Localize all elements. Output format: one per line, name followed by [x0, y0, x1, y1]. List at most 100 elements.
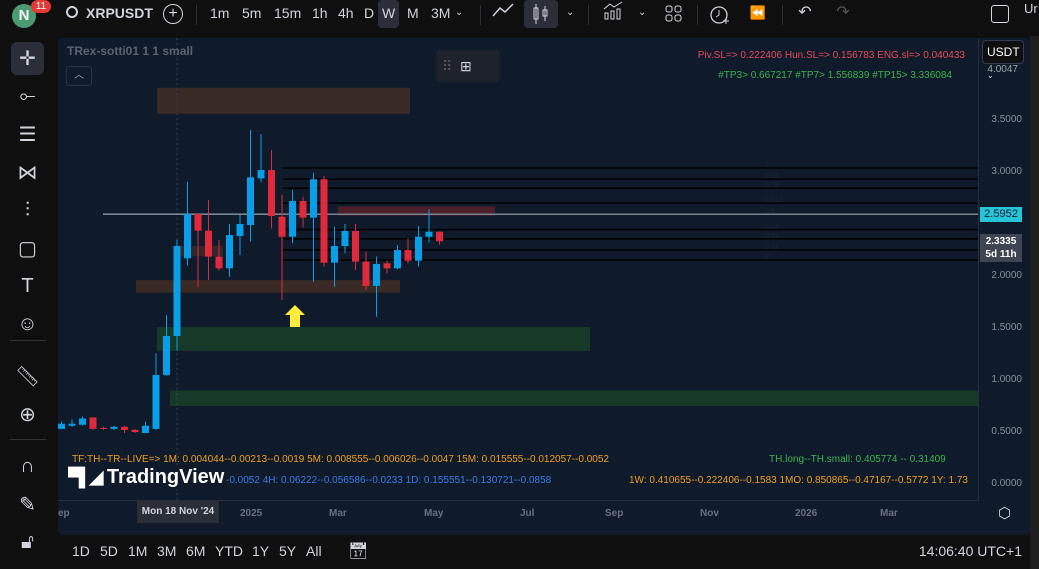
rectangle-icon[interactable]: ▢	[18, 238, 37, 260]
layout-grid-icon[interactable]	[664, 0, 684, 30]
range-5D[interactable]: 5D	[100, 543, 118, 559]
price-plot[interactable]: 1 0.88 0.78 0.618 0.5 0.33 0.23 0.11 0	[58, 38, 1030, 535]
indicator-title[interactable]: TRex-sotti01 1 1 small	[67, 44, 194, 58]
ruler-icon[interactable]: 📏︎	[14, 366, 41, 388]
magnet-icon[interactable]: ∩	[20, 455, 35, 477]
timeframe-W[interactable]: W	[378, 0, 400, 28]
price-axis[interactable]	[978, 38, 1030, 501]
candle-body[interactable]	[436, 231, 443, 242]
candle-body[interactable]	[184, 214, 191, 259]
unlock-icon[interactable]: 🔓︎	[21, 531, 34, 553]
compare-add-icon[interactable]: +	[163, 4, 183, 24]
zone-box[interactable]	[338, 206, 495, 216]
candle-body[interactable]	[415, 236, 422, 261]
time-axis[interactable]	[58, 500, 978, 525]
candle-body[interactable]	[383, 263, 391, 269]
candle-body[interactable]	[152, 375, 160, 429]
candle-body[interactable]	[205, 230, 212, 257]
timeframe-M[interactable]: M	[407, 5, 419, 21]
candle-body[interactable]	[404, 250, 412, 261]
indicators-icon[interactable]	[600, 0, 626, 30]
candle-body[interactable]	[268, 170, 275, 216]
candle-body[interactable]	[100, 427, 107, 429]
object-tree-floating-button[interactable]: ⠿ ⊞	[436, 50, 500, 82]
range-5Y[interactable]: 5Y	[279, 543, 297, 559]
clock-timezone[interactable]: 14:06:40 UTC+1	[918, 543, 1022, 559]
range-1D[interactable]: 1D	[72, 543, 90, 559]
indicators-chevron-icon[interactable]: ⌄	[638, 7, 647, 18]
timeframe-3M[interactable]: 3M	[431, 5, 451, 21]
text-icon[interactable]: T	[21, 275, 34, 297]
range-1M[interactable]: 1M	[128, 543, 148, 559]
candle-body[interactable]	[79, 418, 86, 425]
candle-body[interactable]	[257, 170, 265, 179]
candle-body[interactable]	[215, 256, 223, 269]
candle-body[interactable]	[394, 250, 401, 269]
alert-add-icon[interactable]	[708, 0, 732, 30]
candle-body[interactable]	[110, 426, 118, 429]
chart-type-chevron-icon[interactable]: ⌄	[566, 7, 575, 18]
timeframe-1m[interactable]: 1m	[210, 5, 230, 21]
candle-body[interactable]	[121, 426, 128, 430]
range-1Y[interactable]: 1Y	[252, 543, 270, 559]
zone-box[interactable]	[157, 87, 410, 114]
fib-icon[interactable]: ☰	[18, 124, 37, 146]
forecast-icon[interactable]: ⫶	[25, 199, 30, 221]
candle-body[interactable]	[131, 429, 139, 432]
candle-body[interactable]	[173, 246, 181, 337]
timeframe-1h[interactable]: 1h	[312, 5, 328, 21]
candle-body[interactable]	[226, 235, 233, 269]
timeframe-D[interactable]: D	[364, 5, 375, 21]
pattern-icon[interactable]: ⋈	[17, 162, 38, 184]
candle-body[interactable]	[341, 230, 349, 247]
timeframe-4h[interactable]: 4h	[338, 5, 354, 21]
crosshair-icon[interactable]: ✛	[11, 42, 44, 75]
range-All[interactable]: All	[306, 543, 322, 559]
zone-box[interactable]	[157, 326, 590, 351]
zone-box[interactable]	[170, 390, 978, 406]
collapse-chevron-icon[interactable]: ︿	[66, 66, 92, 86]
line-chart-icon[interactable]	[490, 0, 516, 30]
candle-body[interactable]	[278, 216, 286, 237]
candle-body[interactable]	[236, 224, 244, 236]
lock-drawing-icon[interactable]: ✎	[19, 494, 36, 516]
chart-settings-icon[interactable]: ⬡	[998, 505, 1012, 522]
zone-box[interactable]	[178, 245, 223, 257]
candle-body[interactable]	[163, 336, 170, 376]
fullscreen-icon[interactable]	[991, 5, 1009, 23]
candle-body[interactable]	[289, 201, 296, 237]
range-YTD[interactable]: YTD	[215, 543, 243, 559]
range-3M[interactable]: 3M	[157, 543, 177, 559]
candle-body[interactable]	[362, 261, 370, 286]
candle-body[interactable]	[194, 214, 202, 231]
symbol-search[interactable]: XRPUSDT	[86, 5, 153, 21]
trend-line-icon[interactable]: ⟜	[19, 85, 36, 107]
candle-body[interactable]	[68, 423, 76, 426]
replay-icon[interactable]: ⏪	[749, 5, 767, 20]
candle-body[interactable]	[299, 201, 307, 218]
timeframe-5m[interactable]: 5m	[242, 5, 262, 21]
range-6M[interactable]: 6M	[186, 543, 206, 559]
candle-body[interactable]	[310, 179, 317, 218]
candle-body[interactable]	[373, 264, 380, 286]
timeframe-15m[interactable]: 15m	[274, 5, 302, 21]
candle-body[interactable]	[247, 177, 254, 226]
redo-icon[interactable]: ↷	[836, 4, 850, 21]
candle-body[interactable]	[425, 231, 433, 237]
candle-body[interactable]	[320, 179, 328, 263]
currency-dropdown[interactable]: USDT ⌄	[982, 40, 1024, 80]
candles-chart-icon[interactable]	[524, 0, 558, 28]
chart-pane[interactable]: 1 0.88 0.78 0.618 0.5 0.33 0.23 0.11 0 TRex-sott…	[58, 38, 1030, 535]
goto-date-icon[interactable]: 📅︎	[348, 543, 369, 560]
candle-body[interactable]	[352, 230, 359, 262]
candle-body[interactable]	[142, 425, 149, 434]
search-icon[interactable]	[66, 6, 78, 18]
timeframe-dropdown-chevron-icon[interactable]: ⌄	[455, 7, 464, 18]
undo-icon[interactable]: ↶	[798, 4, 812, 21]
candle-body[interactable]	[331, 246, 338, 263]
user-menu-text[interactable]: Ur	[1024, 1, 1038, 16]
zoom-in-icon[interactable]: ⊕	[19, 404, 36, 426]
tradingview-logo[interactable]: ▀▌◢ TradingView	[68, 466, 225, 489]
candle-body[interactable]	[89, 417, 97, 429]
emoji-icon[interactable]: ☺	[17, 313, 38, 335]
